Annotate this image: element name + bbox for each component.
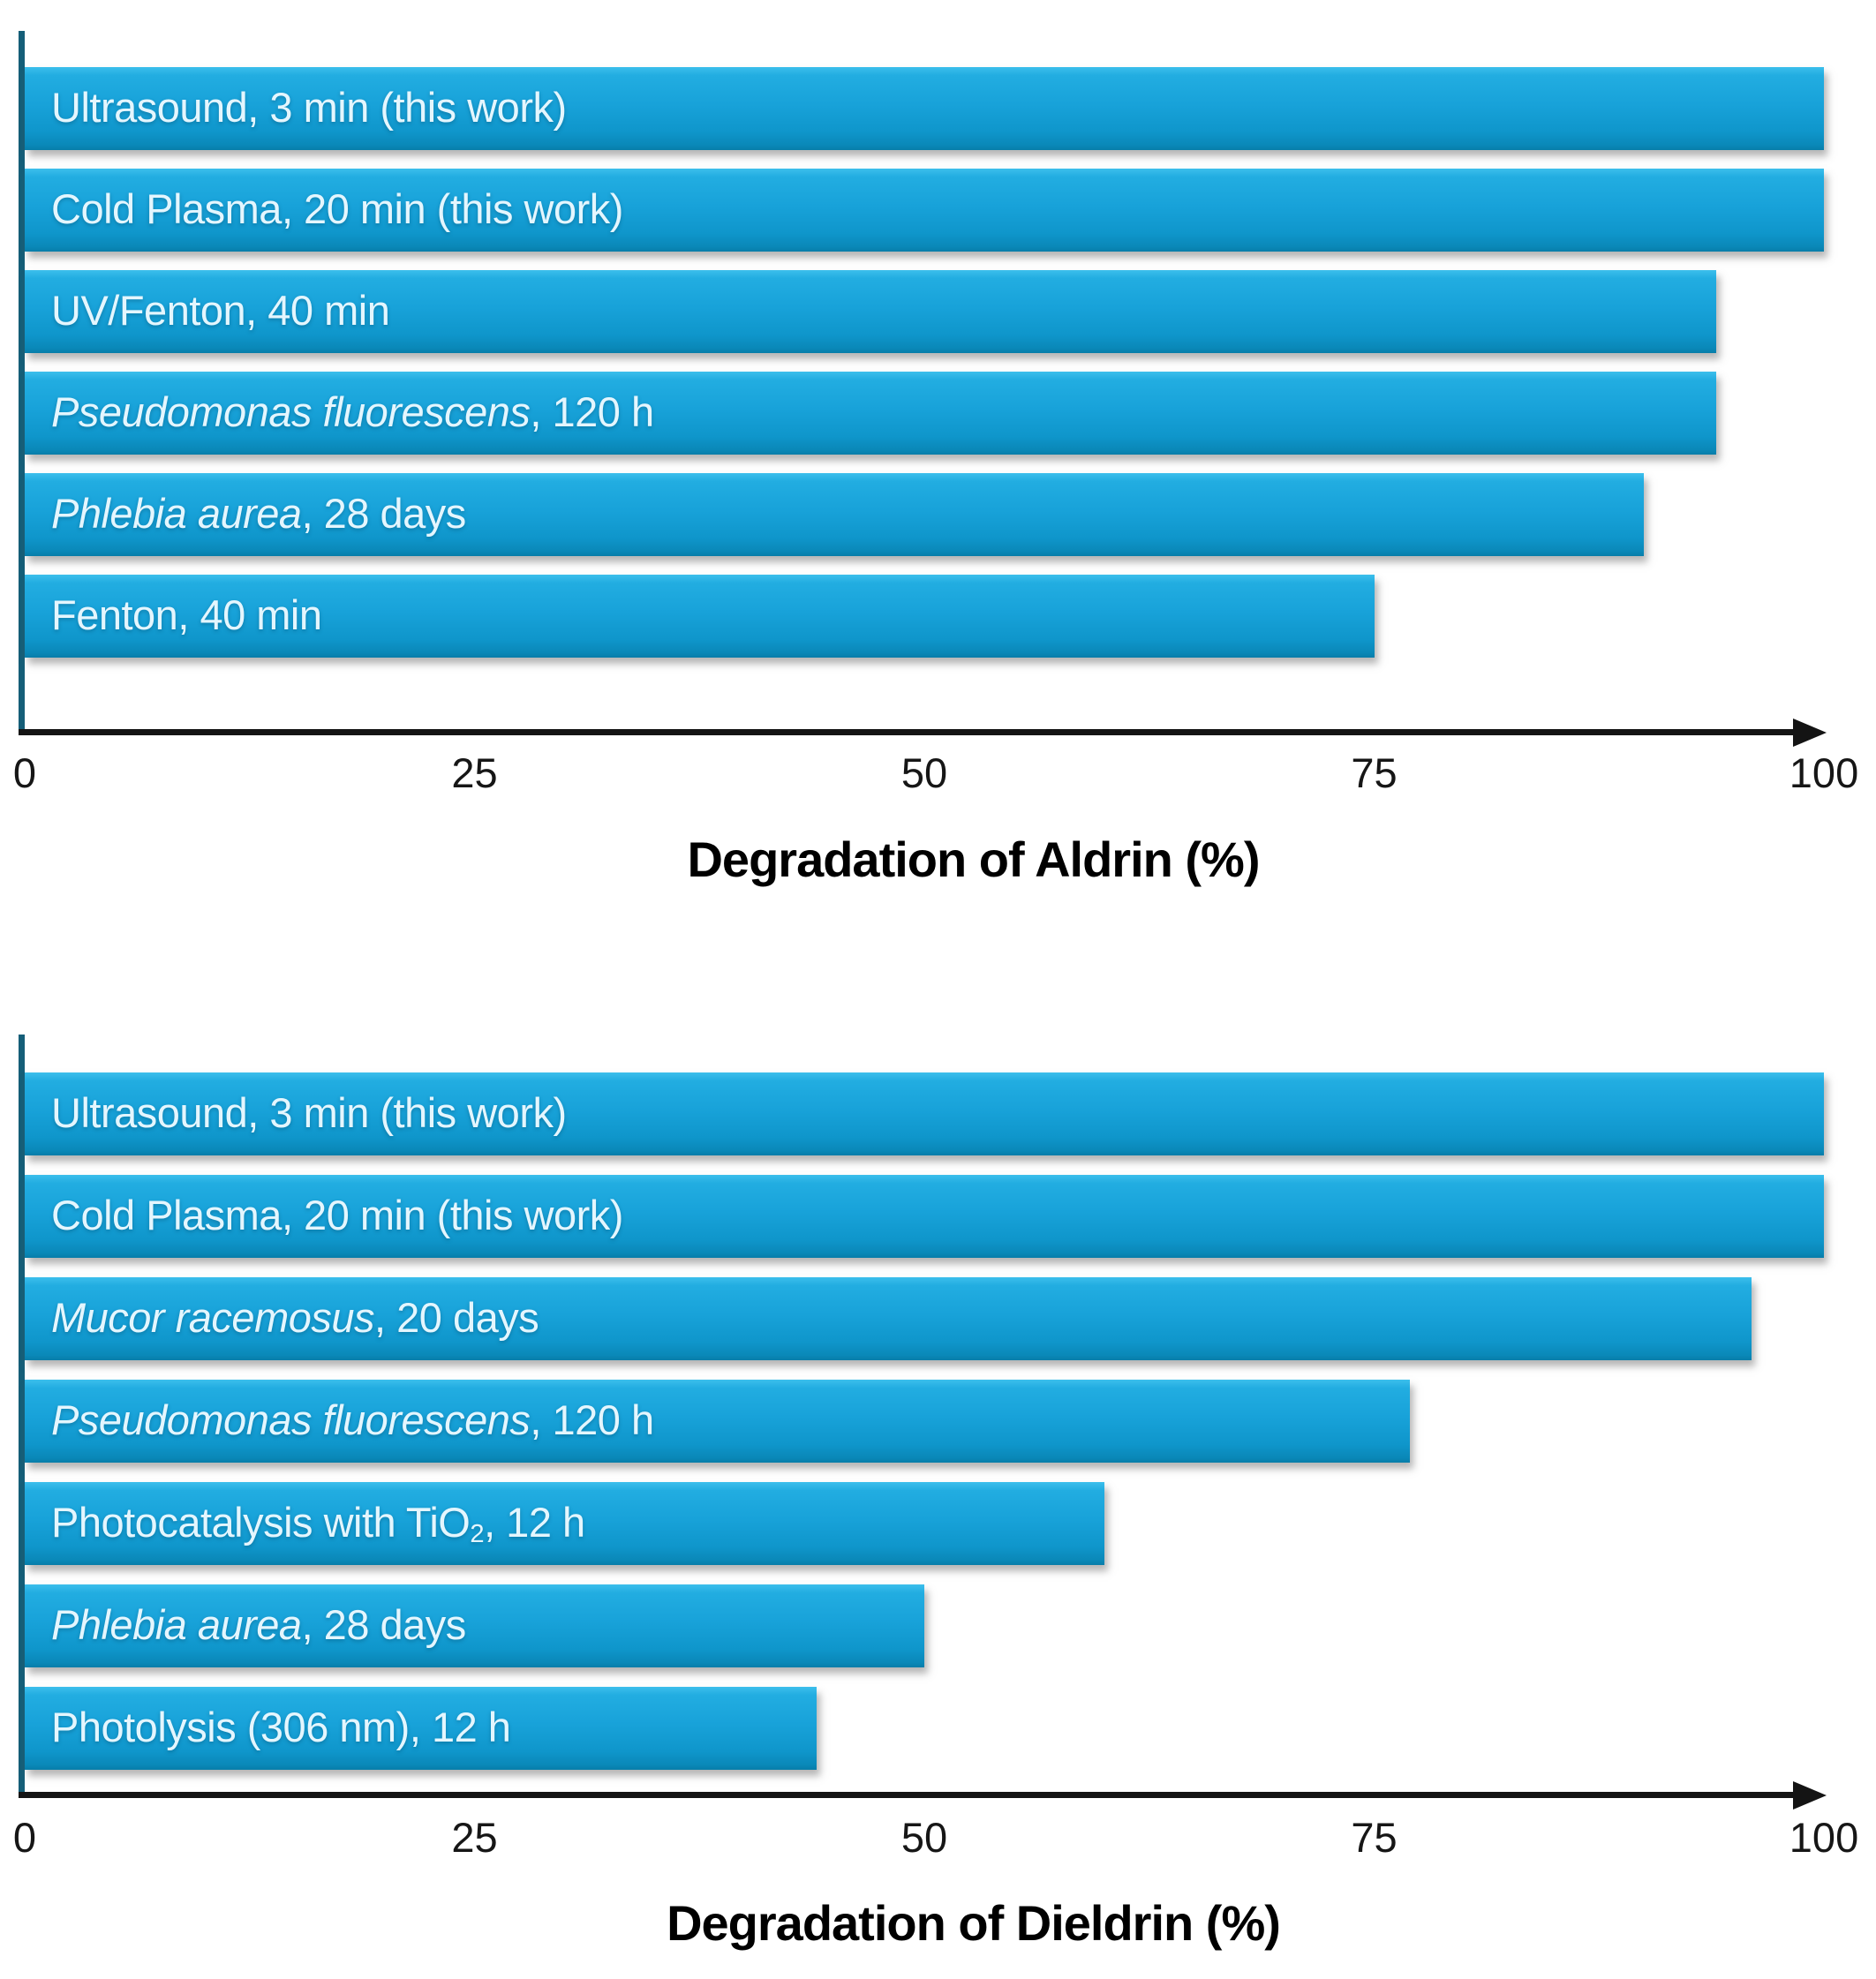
aldrin-x-tick-labels: 0 25 50 75 100 [13,749,1858,805]
bar-mucor-racemosus-20-days: Mucor racemosus, 20 days [25,1277,1752,1360]
bar-label-segment: Phlebia aurea [51,490,302,537]
bar-phlebia-aurea-28-days: Phlebia aurea, 28 days [25,473,1645,556]
bar-label: UV/Fenton, 40 min [25,270,1716,351]
bar-label-segment: Ultrasound, 3 min (this work) [51,1089,567,1136]
bar-label-segment: , 120 h [530,1396,654,1443]
bar-label-segment: , 120 h [530,388,654,435]
bar-label-segment: Fenton, 40 min [51,591,322,638]
bar-label: Cold Plasma, 20 min (this work) [25,1175,1824,1256]
bar-ultrasound-3-min-this-work: Ultrasound, 3 min (this work) [25,1072,1824,1155]
bar-label-segment: Cold Plasma, 20 min (this work) [51,185,623,232]
dieldrin-x-axis-line [19,1780,1827,1810]
dieldrin-x-axis-arrow-icon [1793,1780,1827,1810]
bar-label: Mucor racemosus, 20 days [25,1277,1752,1358]
x-tick-0: 0 [12,749,37,796]
bar-label-segment: Photolysis (306 nm), 12 h [51,1704,511,1750]
bar-label: Ultrasound, 3 min (this work) [25,1072,1824,1154]
x-tick-100: 100 [1789,1814,1859,1861]
x-tick-50: 50 [900,749,948,796]
x-tick-75: 75 [1351,749,1398,796]
aldrin-x-axis-arrow-icon [1793,718,1827,747]
dieldrin-chart-title: Degradation of Dieldrin (%) [667,1895,1281,1951]
x-tick-25: 25 [451,1814,498,1861]
bar-label-segment: Phlebia aurea [51,1601,302,1648]
bar-label-segment: Pseudomonas fluorescens [51,1396,531,1443]
bar-uv-fenton-40-min: UV/Fenton, 40 min [25,270,1716,353]
bar-cold-plasma-20-min-this-work: Cold Plasma, 20 min (this work) [25,1175,1824,1258]
bar-cold-plasma-20-min-this-work: Cold Plasma, 20 min (this work) [25,169,1824,252]
dieldrin-plot-area: Ultrasound, 3 min (this work) Cold Plasma… [13,1035,1858,1858]
bar-ultrasound-3-min-this-work: Ultrasound, 3 min (this work) [25,67,1824,150]
aldrin-x-axis-line [19,718,1827,747]
bar-label: Pseudomonas fluorescens, 120 h [25,372,1716,453]
bar-label-segment: , 28 days [301,490,467,537]
bar-label-segment: , 12 h [484,1499,585,1546]
x-tick-0: 0 [12,1814,37,1861]
bar-label: Fenton, 40 min [25,575,1375,656]
x-tick-100: 100 [1789,749,1859,796]
bar-label-segment: , 28 days [301,1601,467,1648]
bar-label-segment: Ultrasound, 3 min (this work) [51,84,567,131]
bar-label: Cold Plasma, 20 min (this work) [25,169,1824,250]
bar-label-segment: Photocatalysis with TiO [51,1499,471,1546]
bar-label-segment: Pseudomonas fluorescens [51,388,531,435]
bar-fenton-40-min: Fenton, 40 min [25,575,1375,658]
bar-photocatalysis-with-tio-12-h: Photocatalysis with TiO2, 12 h [25,1482,1104,1565]
aldrin-plot-area: Ultrasound, 3 min (this work) Cold Plasma… [13,31,1858,794]
aldrin-bars: Ultrasound, 3 min (this work) Cold Plasma… [25,31,1824,729]
bar-label-segment: Cold Plasma, 20 min (this work) [51,1192,623,1238]
bar-phlebia-aurea-28-days: Phlebia aurea, 28 days [25,1584,924,1667]
bar-label: Phlebia aurea, 28 days [25,1584,924,1666]
bar-label: Photocatalysis with TiO2, 12 h [25,1482,1104,1569]
x-tick-25: 25 [451,749,498,796]
dieldrin-degradation-chart: Ultrasound, 3 min (this work) Cold Plasma… [0,1004,1876,1979]
bar-pseudomonas-fluorescens-120-h: Pseudomonas fluorescens, 120 h [25,1380,1411,1463]
bar-photolysis-306-nm-12-h: Photolysis (306 nm), 12 h [25,1687,817,1770]
dieldrin-x-tick-labels: 0 25 50 75 100 [13,1814,1858,1870]
dieldrin-y-axis-line [19,1035,25,1798]
aldrin-chart-title: Degradation of Aldrin (%) [687,831,1260,887]
x-tick-75: 75 [1351,1814,1398,1861]
aldrin-degradation-chart: Ultrasound, 3 min (this work) Cold Plasma… [13,31,1858,887]
bar-pseudomonas-fluorescens-120-h: Pseudomonas fluorescens, 120 h [25,372,1716,455]
bar-label-segment: Mucor racemosus [51,1294,375,1341]
aldrin-y-axis-line [19,31,25,735]
bar-label: Phlebia aurea, 28 days [25,473,1644,554]
bar-label-segment: 2 [470,1520,485,1549]
bar-label-segment: , 20 days [374,1294,539,1341]
bar-label: Pseudomonas fluorescens, 120 h [25,1380,1410,1461]
dieldrin-bars: Ultrasound, 3 min (this work) Cold Plasma… [25,1035,1824,1792]
bar-label: Photolysis (306 nm), 12 h [25,1687,817,1768]
bar-label-segment: UV/Fenton, 40 min [51,287,390,334]
bar-label: Ultrasound, 3 min (this work) [25,67,1824,148]
x-tick-50: 50 [900,1814,948,1861]
